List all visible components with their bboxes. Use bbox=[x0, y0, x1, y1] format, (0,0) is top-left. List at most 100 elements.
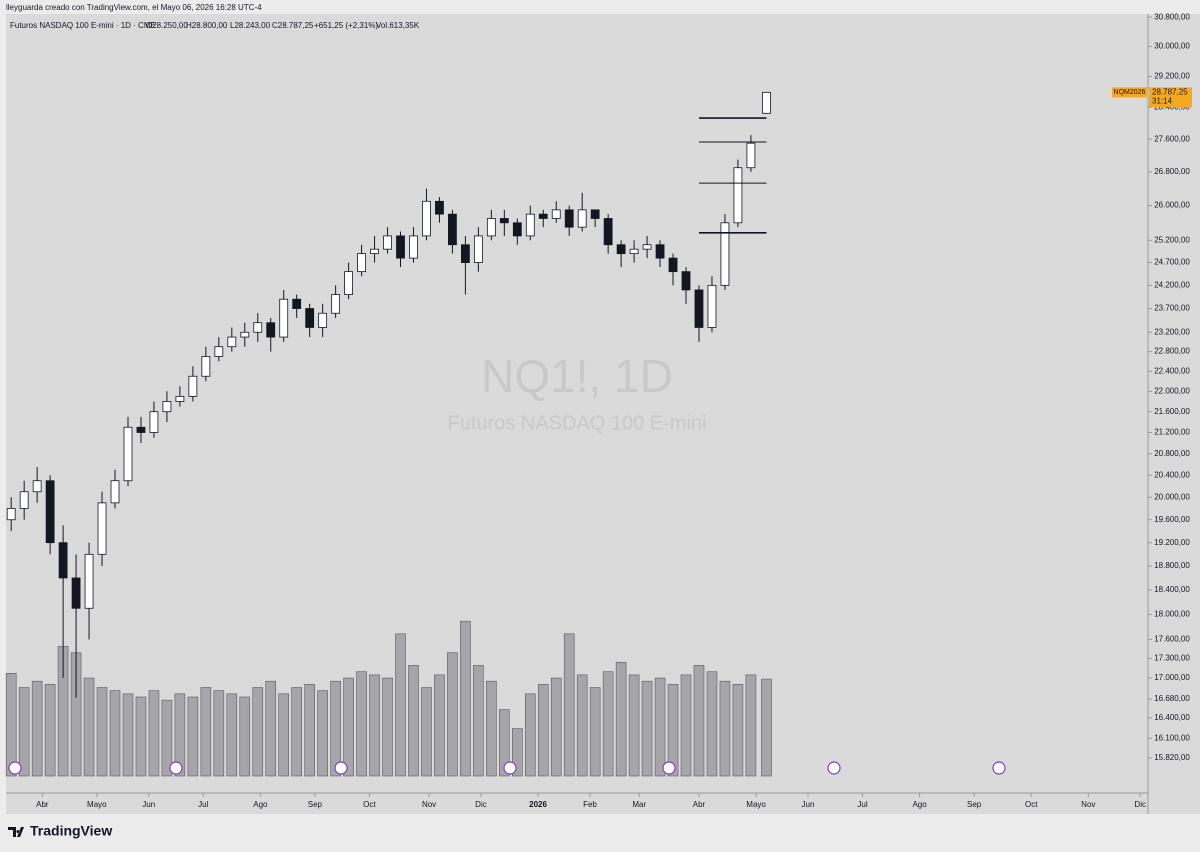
volume-bar bbox=[745, 674, 757, 777]
candle-body bbox=[266, 322, 276, 338]
candle-body bbox=[201, 356, 211, 377]
volume-bar bbox=[473, 665, 484, 777]
volume-bar bbox=[732, 684, 744, 777]
x-tick-label: Oct bbox=[1025, 800, 1038, 809]
volume-bar bbox=[680, 674, 692, 777]
candle-body bbox=[762, 91, 771, 114]
y-tick-label: 18.400,00 bbox=[1154, 585, 1190, 594]
candle-body bbox=[383, 235, 392, 250]
y-tick-label: 17.300,00 bbox=[1154, 654, 1190, 663]
volume-bar bbox=[719, 680, 731, 777]
volume-bar bbox=[265, 680, 277, 777]
x-tick-label: Nov bbox=[422, 800, 436, 809]
volume-bar bbox=[434, 674, 445, 777]
candle-body bbox=[525, 213, 535, 237]
event-icon[interactable] bbox=[503, 761, 517, 775]
volume-bar bbox=[408, 665, 419, 777]
x-tick-label: Nov bbox=[1081, 800, 1095, 809]
ohlc-open: O28.250,00 bbox=[146, 21, 188, 30]
volume-bar bbox=[122, 693, 134, 777]
volume-bar bbox=[550, 677, 562, 777]
candle-body bbox=[6, 508, 16, 521]
y-tick-label: 18.000,00 bbox=[1154, 610, 1190, 619]
candle-body bbox=[227, 336, 237, 348]
volume-bar bbox=[278, 693, 290, 777]
volume-bar bbox=[563, 633, 575, 777]
y-tick-label: 21.600,00 bbox=[1154, 407, 1190, 416]
volume-bar bbox=[369, 674, 380, 777]
volume-bar bbox=[615, 661, 627, 777]
candle-body bbox=[331, 294, 341, 314]
candle-body bbox=[253, 322, 263, 333]
y-tick-label: 24.200,00 bbox=[1154, 280, 1190, 289]
x-tick-label: 2026 bbox=[529, 800, 547, 809]
candle-body bbox=[58, 542, 68, 579]
candle-body bbox=[448, 213, 457, 246]
volume-bar bbox=[200, 687, 212, 777]
volume-bar bbox=[706, 671, 718, 777]
y-tick-label: 20.800,00 bbox=[1154, 449, 1190, 458]
volume-bar bbox=[83, 677, 95, 777]
volume-bar bbox=[239, 696, 251, 777]
candle-body bbox=[422, 200, 431, 237]
symbol: Futuros NASDAQ 100 E-mini · 1D · CME bbox=[10, 21, 156, 30]
event-icon[interactable] bbox=[992, 761, 1006, 775]
candle-body bbox=[435, 200, 444, 215]
event-icon[interactable] bbox=[169, 761, 183, 775]
y-tick-label: 23.700,00 bbox=[1154, 304, 1190, 313]
volume-bar bbox=[628, 674, 640, 777]
x-tick-label: Oct bbox=[363, 800, 376, 809]
candle-body bbox=[733, 167, 743, 224]
y-tick-label: 30.000,00 bbox=[1154, 42, 1190, 51]
volume-bar bbox=[291, 687, 302, 777]
x-tick-label: Dic bbox=[475, 800, 487, 809]
y-tick-label: 29.200,00 bbox=[1154, 72, 1190, 81]
candle-body bbox=[746, 142, 756, 169]
event-icon[interactable] bbox=[8, 761, 22, 775]
y-tick-label: 20.400,00 bbox=[1154, 470, 1190, 479]
candle-body bbox=[473, 235, 483, 263]
symbol-tag: NQM2026 bbox=[1114, 89, 1146, 96]
candle-body bbox=[279, 298, 289, 338]
candle-body bbox=[32, 480, 42, 493]
y-tick-label: 18.800,00 bbox=[1154, 561, 1190, 570]
x-tick-label: Feb bbox=[583, 800, 597, 809]
candle-body bbox=[84, 553, 94, 609]
event-icon[interactable] bbox=[334, 761, 348, 775]
volume-bar bbox=[148, 690, 160, 777]
change: +651,25 (+2,31%) bbox=[314, 21, 378, 30]
y-tick-label: 30.800,00 bbox=[1154, 12, 1190, 21]
candle-body bbox=[240, 331, 250, 338]
volume-bar bbox=[460, 620, 471, 777]
logo-mark bbox=[8, 827, 24, 837]
event-icons bbox=[8, 761, 1006, 775]
plot: 30.800,0030.000,0029.200,0028.400,0027.6… bbox=[5, 12, 1190, 809]
candle-body bbox=[305, 308, 315, 328]
candle-body bbox=[188, 375, 198, 397]
x-tick-label: Sep bbox=[308, 800, 323, 809]
x-tick-label: Abr bbox=[36, 800, 49, 809]
y-tick-label: 26.000,00 bbox=[1154, 201, 1190, 210]
candle-body bbox=[681, 271, 691, 291]
event-icon[interactable] bbox=[827, 761, 841, 775]
event-icon[interactable] bbox=[662, 761, 676, 775]
candle-body bbox=[162, 401, 172, 413]
ohlc-low: L28.243,00 bbox=[230, 21, 271, 30]
volume-bar bbox=[317, 690, 328, 777]
candle-body bbox=[344, 271, 354, 295]
y-tick-label: 19.200,00 bbox=[1154, 538, 1190, 547]
x-tick-label: Jul bbox=[857, 800, 867, 809]
x-tick-label: Abr bbox=[693, 800, 706, 809]
price-tag-bg bbox=[1149, 87, 1192, 108]
candle-body bbox=[707, 284, 717, 328]
volume-bar bbox=[31, 680, 43, 777]
candle-body bbox=[655, 244, 665, 259]
volume-bar bbox=[343, 677, 354, 777]
x-tick-label: Dic bbox=[1134, 800, 1146, 809]
volume-bar bbox=[5, 672, 17, 777]
watermark-title: NQ1!, 1D bbox=[481, 350, 673, 402]
candle-body bbox=[45, 480, 55, 544]
volume-bar bbox=[213, 690, 225, 777]
candle-body bbox=[409, 235, 418, 259]
volume-bar bbox=[576, 674, 588, 777]
